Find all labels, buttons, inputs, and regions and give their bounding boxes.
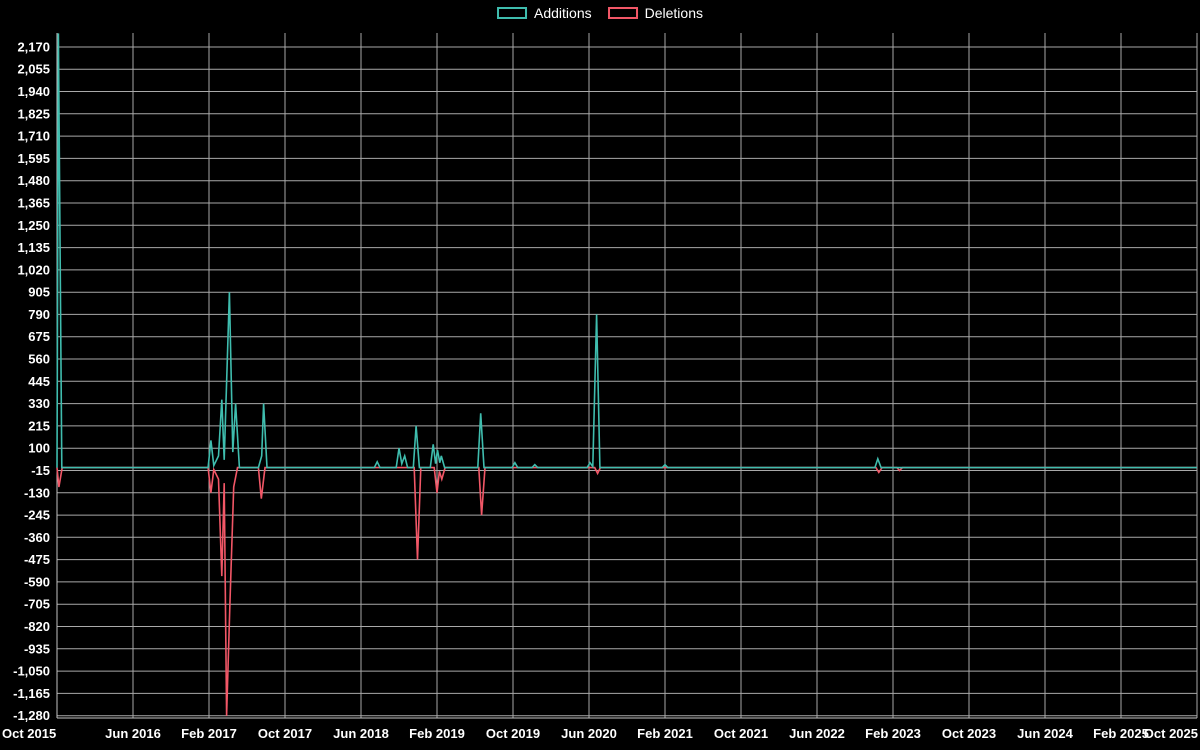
legend-item-deletions[interactable]: Deletions (607, 5, 703, 21)
svg-text:1,595: 1,595 (17, 151, 50, 166)
svg-text:Jun 2020: Jun 2020 (561, 726, 617, 741)
svg-text:Oct 2019: Oct 2019 (486, 726, 540, 741)
svg-text:675: 675 (28, 329, 50, 344)
svg-text:-820: -820 (24, 619, 50, 634)
svg-text:Feb 2019: Feb 2019 (409, 726, 465, 741)
svg-text:1,940: 1,940 (17, 84, 50, 99)
svg-text:-705: -705 (24, 597, 50, 612)
svg-text:Oct 2025: Oct 2025 (1144, 726, 1198, 741)
svg-text:905: 905 (28, 285, 50, 300)
svg-text:Feb 2023: Feb 2023 (865, 726, 921, 741)
svg-text:-360: -360 (24, 530, 50, 545)
svg-text:2,055: 2,055 (17, 62, 50, 77)
svg-text:Oct 2021: Oct 2021 (714, 726, 768, 741)
svg-text:-1,165: -1,165 (13, 686, 50, 701)
svg-text:Oct 2015: Oct 2015 (2, 726, 56, 741)
svg-text:Feb 2021: Feb 2021 (637, 726, 693, 741)
legend-label-deletions: Deletions (644, 5, 703, 21)
svg-text:1,020: 1,020 (17, 262, 50, 277)
legend-item-additions[interactable]: Additions (497, 5, 592, 21)
svg-text:2,170: 2,170 (17, 40, 50, 55)
svg-text:Feb 2017: Feb 2017 (181, 726, 237, 741)
svg-text:-590: -590 (24, 574, 50, 589)
svg-text:Feb 2025: Feb 2025 (1093, 726, 1149, 741)
chart-legend: Additions Deletions (497, 5, 703, 21)
svg-text:-15: -15 (31, 463, 50, 478)
svg-text:Jun 2022: Jun 2022 (789, 726, 845, 741)
svg-text:1,710: 1,710 (17, 129, 50, 144)
svg-text:330: 330 (28, 396, 50, 411)
svg-text:100: 100 (28, 441, 50, 456)
svg-text:1,135: 1,135 (17, 240, 50, 255)
svg-text:Jun 2018: Jun 2018 (333, 726, 389, 741)
svg-text:Jun 2024: Jun 2024 (1017, 726, 1073, 741)
svg-text:445: 445 (28, 374, 50, 389)
deletions-swatch-icon (607, 7, 638, 19)
svg-text:Oct 2017: Oct 2017 (258, 726, 312, 741)
additions-swatch-icon (497, 7, 528, 19)
svg-text:-1,050: -1,050 (13, 664, 50, 679)
svg-text:-130: -130 (24, 485, 50, 500)
svg-text:1,480: 1,480 (17, 173, 50, 188)
legend-label-additions: Additions (534, 5, 592, 21)
svg-text:215: 215 (28, 418, 50, 433)
svg-text:-245: -245 (24, 508, 50, 523)
svg-text:Jun 2016: Jun 2016 (105, 726, 161, 741)
svg-text:-935: -935 (24, 641, 50, 656)
svg-text:790: 790 (28, 307, 50, 322)
svg-text:-1,280: -1,280 (13, 708, 50, 723)
svg-text:-475: -475 (24, 552, 50, 567)
svg-text:Oct 2023: Oct 2023 (942, 726, 996, 741)
svg-text:1,250: 1,250 (17, 218, 50, 233)
svg-text:1,365: 1,365 (17, 196, 50, 211)
svg-text:560: 560 (28, 352, 50, 367)
svg-text:1,825: 1,825 (17, 106, 50, 121)
